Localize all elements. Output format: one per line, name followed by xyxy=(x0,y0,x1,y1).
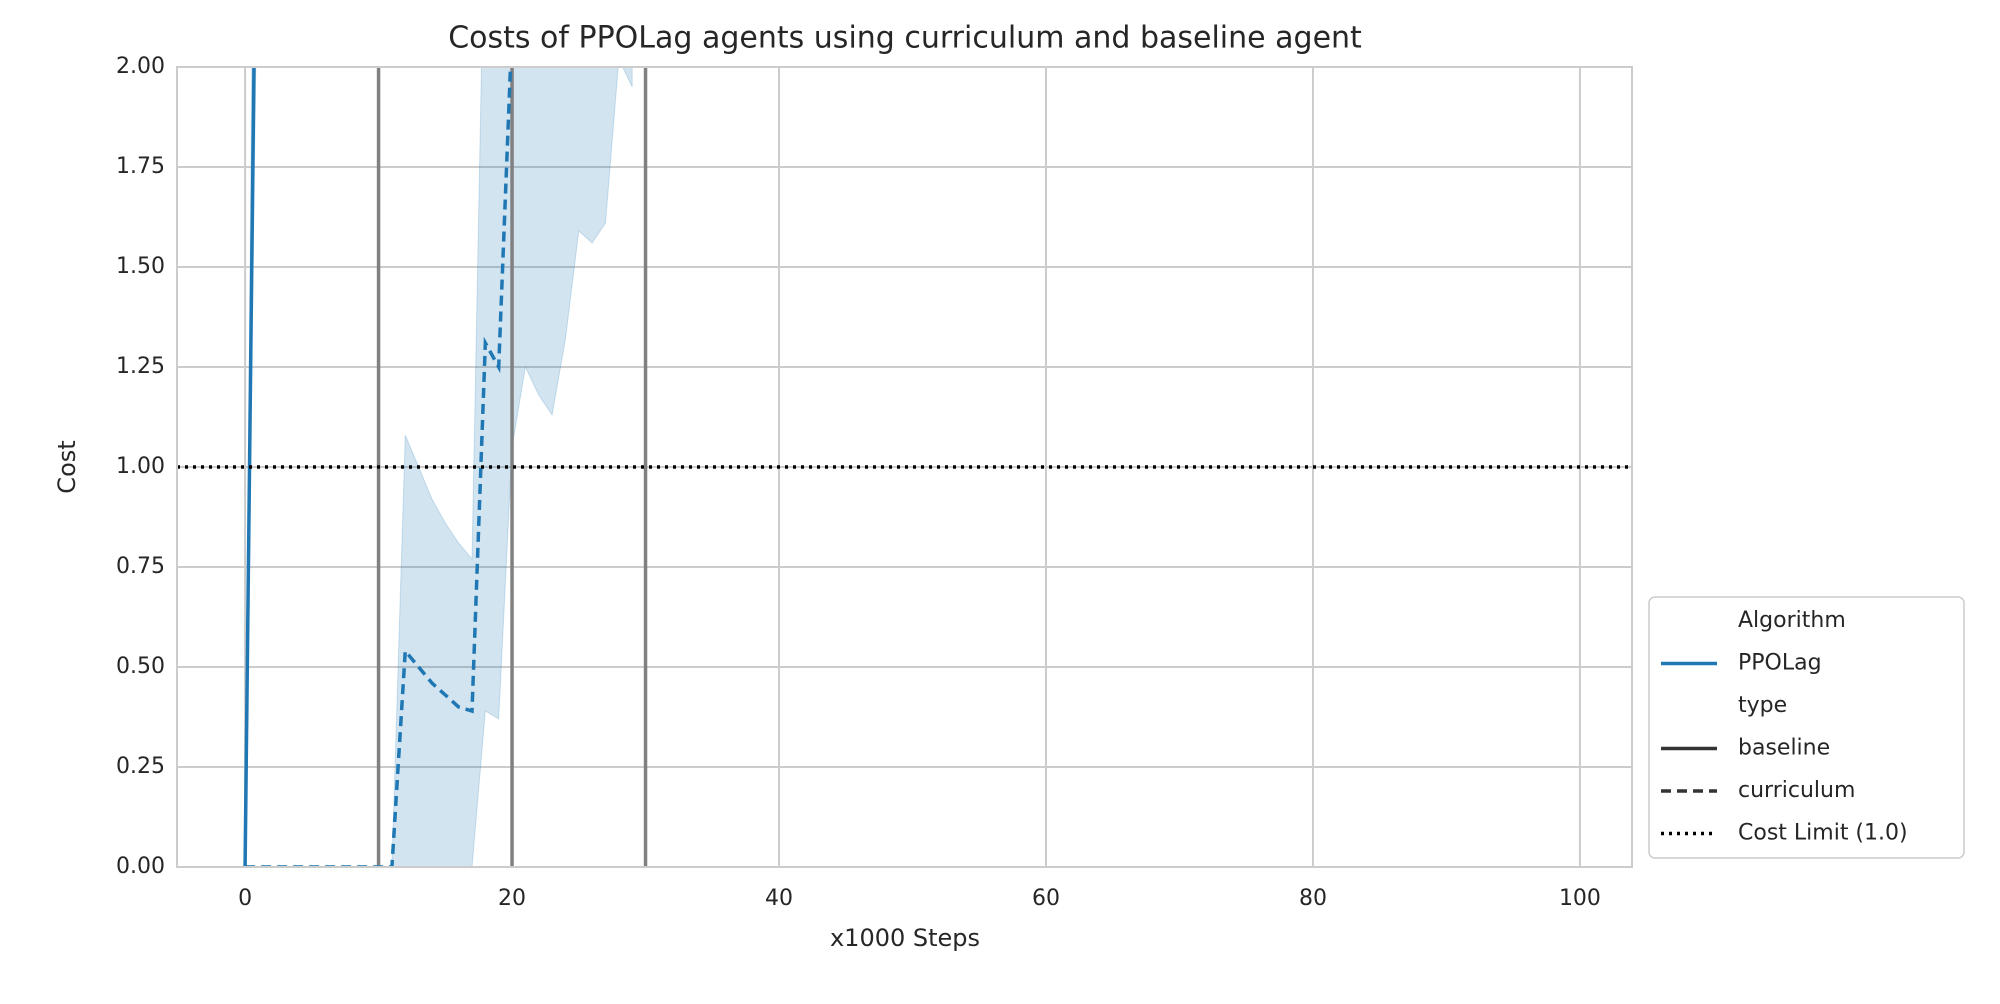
legend: Algorithm PPOLag type baseline curriculum Cos… xyxy=(1648,596,1965,859)
y-tick-label: 1.50 xyxy=(116,254,165,279)
y-tick-label: 1.00 xyxy=(116,454,165,479)
x-tick-label: 60 xyxy=(1032,886,1060,911)
plot-area xyxy=(177,67,1632,867)
legend-label: Cost Limit (1.0) xyxy=(1738,821,1908,846)
series-line xyxy=(243,67,256,867)
y-tick-label: 1.75 xyxy=(116,154,165,179)
y-tick-label: 0.00 xyxy=(116,854,165,879)
grid: 0 20 40 60 80 100 0.00 0.25 0.50 0.75 1.00 1.25 1.50… xyxy=(116,54,1632,911)
x-tick-label: 40 xyxy=(765,886,793,911)
y-tick-label: 2.00 xyxy=(116,54,165,79)
x-tick-label: 20 xyxy=(498,886,526,911)
y-axis-label: Cost xyxy=(53,440,81,493)
chart-title: Costs of PPOLag agents using curriculum … xyxy=(448,21,1362,56)
x-tick-label: 0 xyxy=(238,886,252,911)
legend-label: baseline xyxy=(1738,736,1830,761)
legend-label: PPOLag xyxy=(1738,651,1822,676)
x-tick-label: 80 xyxy=(1299,886,1327,911)
legend-label: curriculum xyxy=(1738,778,1855,803)
plot-frame xyxy=(176,66,1633,868)
legend-title: Algorithm xyxy=(1738,608,1846,633)
y-tick-label: 0.50 xyxy=(116,654,165,679)
y-tick-label: 0.75 xyxy=(116,554,165,579)
x-axis-label: x1000 Steps xyxy=(830,924,980,952)
confidence-band xyxy=(244,67,257,867)
x-tick-label: 100 xyxy=(1559,886,1601,911)
legend-title: type xyxy=(1738,693,1787,718)
y-tick-label: 0.25 xyxy=(116,754,165,779)
legend-box xyxy=(1648,596,1965,859)
y-tick-label: 1.25 xyxy=(116,354,165,379)
confidence-band xyxy=(245,67,633,867)
